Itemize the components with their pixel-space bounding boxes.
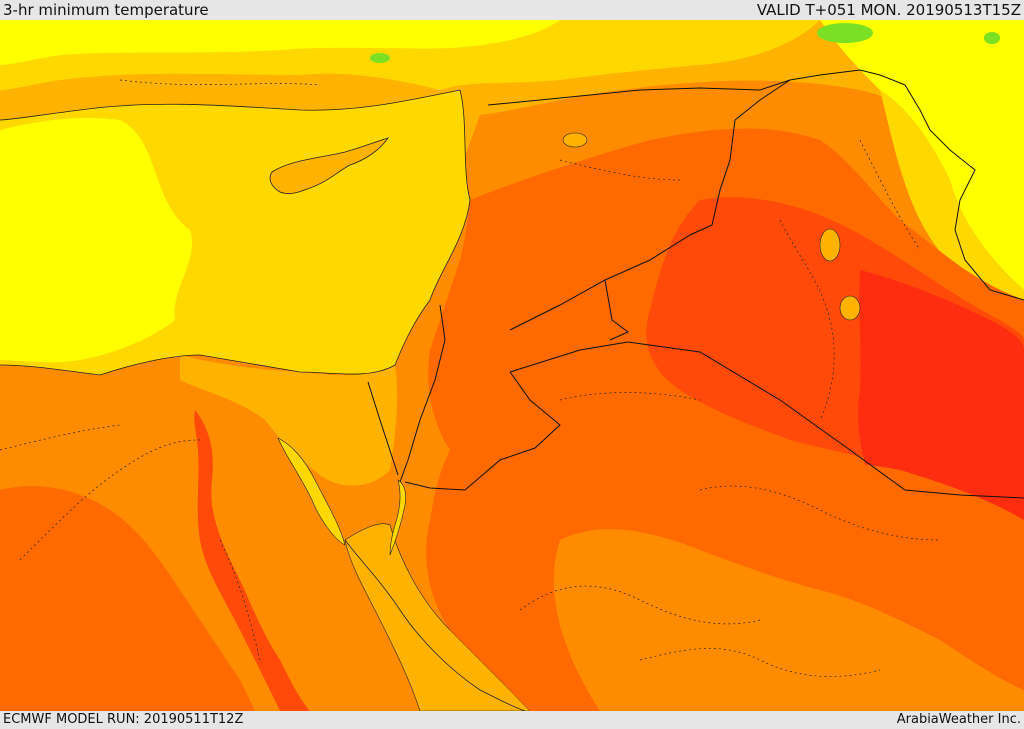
field-arabia-orange [553,529,1024,711]
map-title: 3-hr minimum temperature [3,1,209,19]
credit-label: ArabiaWeather Inc. [896,712,1021,727]
sea-med-bright [0,118,193,363]
border-egypt-israel [367,381,399,476]
valid-time: VALID T+051 MON. 20190513T15Z [756,1,1021,19]
field-green-patch-3 [370,53,390,63]
model-run: ECMWF MODEL RUN: 20190511T12Z [3,712,244,727]
field-northeast-gold [880,90,1024,320]
field-egypt-dark [0,486,255,711]
border-syria-iraq [509,79,791,331]
border-saudi-iraq [627,341,1024,499]
country-borders [367,69,1024,499]
border-turkey-iran [819,69,906,86]
field-green-patch-2 [984,32,1000,44]
field-green-patch [817,23,873,43]
border-iraq-iran [904,84,1024,301]
border-jordan-south [404,371,561,491]
island-cyprus [269,137,389,194]
border-syria-turkey [487,74,821,106]
border-jordan-saudi [509,341,629,373]
footer-bar: ECMWF MODEL RUN: 20190511T12Z ArabiaWeat… [0,711,1024,729]
field-turkey-bright [0,20,560,65]
admin-boundaries [0,79,941,677]
field-sinai [180,355,398,486]
field-northeast [820,20,1024,290]
lake-assad [562,132,588,148]
coastline-med [0,89,471,376]
header-bar: 3-hr minimum temperature VALID T+051 MON… [0,0,1024,20]
border-jordan-iraq [604,279,629,341]
border-israel-jordan [399,304,446,483]
lake-tharthar [819,228,841,262]
sea-gulf-suez [277,437,346,546]
lake-razazza [839,295,861,321]
coastline-turkey [0,89,461,121]
coastline-red-sea [344,539,526,711]
field-nile-red [194,410,310,711]
temperature-map [0,20,1024,711]
sea-gulf-aqaba [389,479,406,556]
